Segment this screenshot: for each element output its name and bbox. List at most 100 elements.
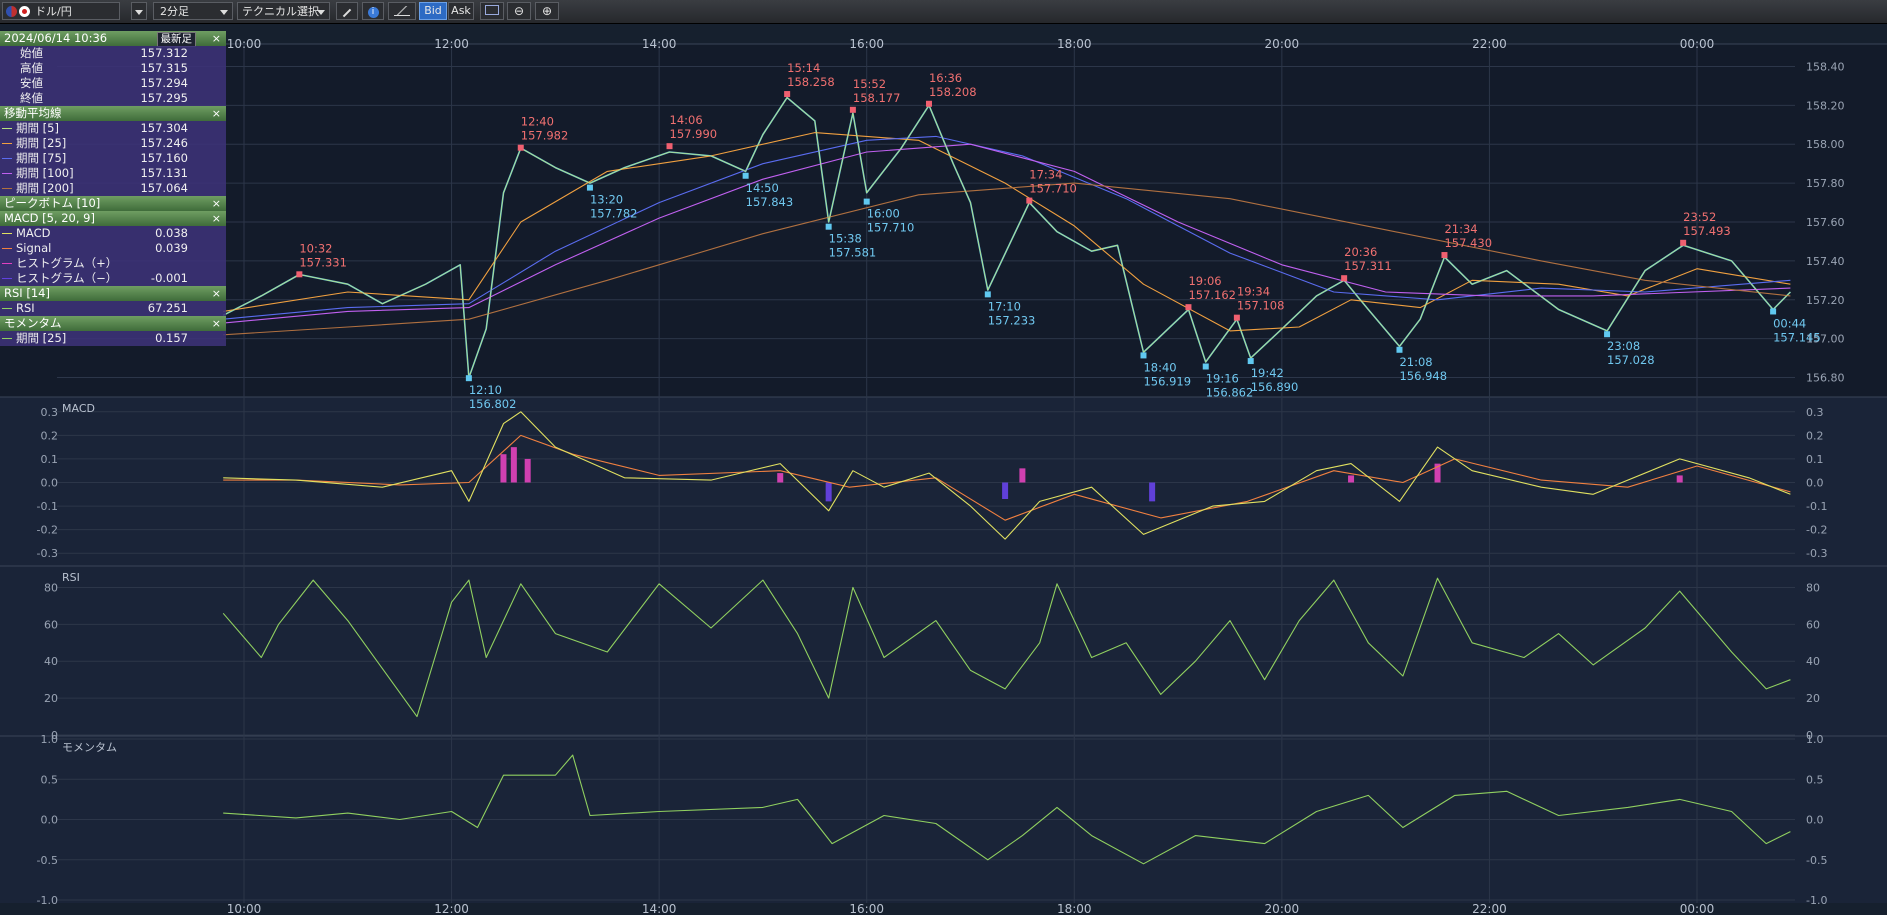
peak-time-label: 19:34 xyxy=(1237,285,1270,299)
panel-label-momentum: モメンタム xyxy=(62,741,117,754)
peak-price-label: 157.982 xyxy=(521,129,569,143)
info-button[interactable]: i xyxy=(362,2,384,20)
y-tick-label-right: 157.00 xyxy=(1806,333,1845,346)
legend-swatch xyxy=(2,188,12,189)
peak-time-label: 10:32 xyxy=(299,241,332,255)
close-icon[interactable]: × xyxy=(211,287,221,300)
bottom-price-label: 156.890 xyxy=(1251,380,1299,394)
x-tick-label-top: 00:00 xyxy=(1680,37,1715,51)
macd-header: MACD [5, 20, 9] × xyxy=(0,211,226,226)
legend-row: 期間 [100] 157.131 xyxy=(0,166,226,181)
y-tick-label-left: 80 xyxy=(44,581,58,594)
ask-button[interactable]: Ask xyxy=(448,2,474,20)
peak-marker xyxy=(517,144,524,151)
y-tick-label-right: 158.00 xyxy=(1806,138,1845,151)
timeframe-select[interactable]: 2分足 xyxy=(153,2,233,20)
legend-row-value: 0.039 xyxy=(155,241,188,255)
legend-row-label: Signal xyxy=(16,241,52,255)
y-tick-label-right: 1.0 xyxy=(1806,733,1824,746)
drawing-tool-button[interactable] xyxy=(336,2,358,20)
legend-row-value: 157.160 xyxy=(140,151,188,165)
legend-row-label: 始値 xyxy=(20,46,43,60)
y-tick-label-left: -0.3 xyxy=(37,547,58,560)
chart-area[interactable]: 158.40 158.20 158.00 157.80 157.60 157.40 157.… xyxy=(0,24,1887,915)
info-icon: i xyxy=(367,7,379,18)
y-tick-label-left: -0.5 xyxy=(37,854,58,867)
peak-marker xyxy=(296,271,303,278)
bottom-time-label: 12:10 xyxy=(469,383,502,397)
legend-row-label: 高値 xyxy=(20,61,43,75)
zoom-out-button[interactable]: ⊖ xyxy=(507,2,531,20)
legend-row-label: 期間 [25] xyxy=(16,331,67,345)
y-tick-label-right: 0.1 xyxy=(1806,453,1824,466)
x-tick-label-top: 12:00 xyxy=(434,37,469,51)
legend-row: 期間 [75] 157.160 xyxy=(0,151,226,166)
jp-flag-icon xyxy=(19,6,30,17)
bottom-price-label: 156.919 xyxy=(1143,374,1191,388)
symbol-select[interactable]: ドル/円 xyxy=(2,2,120,20)
timeframe-label: 2分足 xyxy=(160,5,189,18)
legend-row: ヒストグラム（−） -0.001 xyxy=(0,271,226,286)
y-tick-label-right: -0.2 xyxy=(1806,524,1827,537)
legend-row: 始値 157.312 xyxy=(0,46,226,61)
rsi-rows: RSI 67.251 xyxy=(0,301,226,316)
y-tick-label-right: 40 xyxy=(1806,655,1820,668)
legend-row-value: 157.295 xyxy=(140,91,188,105)
peak-time-label: 19:06 xyxy=(1188,274,1221,288)
close-icon[interactable]: × xyxy=(211,197,221,210)
y-tick-label-right: 60 xyxy=(1806,618,1820,631)
peak-title: ピークボトム [10] xyxy=(4,196,101,210)
ma-title: 移動平均線 xyxy=(4,106,62,120)
chart-type-button[interactable] xyxy=(388,2,416,20)
y-tick-label-left: 60 xyxy=(44,618,58,631)
legend-swatch xyxy=(2,338,12,339)
symbol-dropdown-button[interactable] xyxy=(131,2,147,20)
macd-histogram-bar xyxy=(1019,468,1026,483)
zoom-in-button[interactable]: ⊕ xyxy=(535,2,559,20)
bottom-marker xyxy=(825,223,832,230)
peak-price-label: 158.258 xyxy=(787,75,835,89)
close-icon[interactable]: × xyxy=(211,212,221,225)
macd-histogram-bar xyxy=(1348,475,1355,483)
peak-price-label: 157.493 xyxy=(1683,224,1731,238)
rsi-title: RSI [14] xyxy=(4,286,50,300)
y-tick-label-right: -0.5 xyxy=(1806,854,1827,867)
legend-row: RSI 67.251 xyxy=(0,301,226,316)
indicator-window-button[interactable] xyxy=(480,2,504,20)
legend-row-label: 期間 [200] xyxy=(16,181,74,195)
legend-row: 期間 [200] 157.064 xyxy=(0,181,226,196)
peak-price-label: 157.162 xyxy=(1188,288,1236,302)
peak-time-label: 21:34 xyxy=(1444,222,1477,236)
latest-bar-button[interactable]: 最新足 xyxy=(156,32,196,47)
close-icon[interactable]: × xyxy=(211,107,221,120)
technical-select[interactable]: テクニカル選択 xyxy=(237,2,330,20)
y-tick-label-right: 158.40 xyxy=(1806,60,1845,73)
y-tick-label-left: -1.0 xyxy=(37,894,58,907)
rsi-header: RSI [14] × xyxy=(0,286,226,301)
y-tick-label-right: -1.0 xyxy=(1806,894,1827,907)
legend-row-value: 67.251 xyxy=(147,301,188,315)
legend-swatch xyxy=(2,233,12,234)
peak-time-label: 23:52 xyxy=(1683,210,1716,224)
bottom-marker xyxy=(1202,363,1209,370)
legend-row-label: 期間 [5] xyxy=(16,121,59,135)
peak-marker xyxy=(1341,275,1348,282)
close-icon[interactable]: × xyxy=(211,317,221,330)
x-tick-label-top: 18:00 xyxy=(1057,37,1092,51)
x-tick-label-bottom: 14:00 xyxy=(642,902,677,915)
bottom-price-label: 156.802 xyxy=(469,397,517,411)
x-tick-label-top: 14:00 xyxy=(642,37,677,51)
bid-button[interactable]: Bid xyxy=(419,2,447,20)
peak-price-label: 158.208 xyxy=(929,85,977,99)
ma-rows: 期間 [5] 157.304 期間 [25] 157.246 期間 [75] 157.16… xyxy=(0,121,226,196)
bottom-time-label: 13:20 xyxy=(590,193,623,207)
macd-histogram-bar xyxy=(1434,463,1441,483)
bottom-price-label: 157.782 xyxy=(590,207,638,221)
y-tick-label-right: 0.2 xyxy=(1806,429,1824,442)
legend-row-value: 157.304 xyxy=(140,121,188,135)
legend-row-label: 期間 [100] xyxy=(16,166,74,180)
peak-marker xyxy=(849,106,856,113)
bottom-time-label: 19:42 xyxy=(1251,366,1284,380)
close-icon[interactable]: × xyxy=(211,32,221,45)
us-flag-icon xyxy=(6,6,17,17)
